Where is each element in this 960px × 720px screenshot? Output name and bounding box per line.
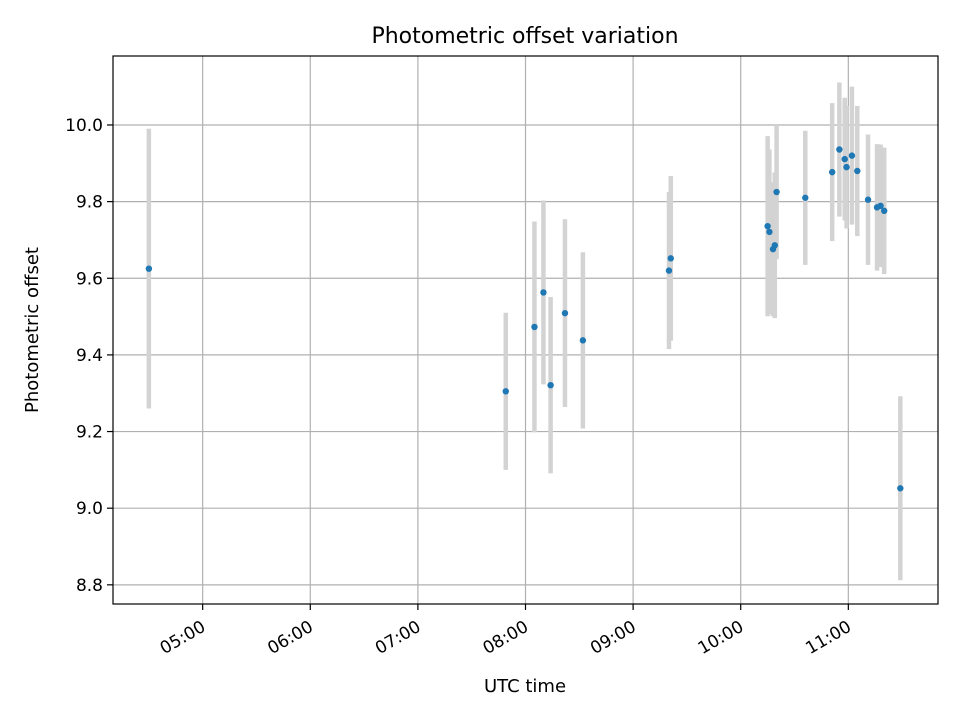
data-point bbox=[579, 337, 587, 344]
y-tick-label: 8.8 bbox=[76, 576, 103, 596]
data-point bbox=[802, 194, 809, 201]
data-point bbox=[877, 202, 884, 210]
data-point bbox=[766, 228, 773, 236]
y-tick-label: 9.4 bbox=[76, 346, 103, 366]
data-point bbox=[665, 267, 673, 274]
data-point bbox=[854, 167, 861, 175]
y-tick-label: 9.6 bbox=[76, 269, 103, 289]
data-point bbox=[531, 323, 538, 331]
y-tick-label: 9.0 bbox=[76, 499, 103, 519]
y-tick-label: 10.0 bbox=[65, 116, 103, 136]
y-tick-label: 9.8 bbox=[76, 193, 103, 213]
y-tick-label: 9.2 bbox=[76, 423, 103, 443]
x-axis-label: UTC time bbox=[484, 676, 566, 697]
data-point bbox=[880, 207, 888, 215]
data-point bbox=[848, 152, 856, 159]
data-point bbox=[547, 381, 554, 389]
data-point bbox=[771, 242, 778, 249]
data-point bbox=[773, 188, 780, 196]
data-point bbox=[897, 485, 904, 492]
data-point bbox=[864, 196, 872, 203]
y-axis-label: Photometric offset bbox=[22, 247, 43, 413]
data-point bbox=[145, 265, 153, 272]
data-point bbox=[540, 289, 547, 296]
data-point bbox=[502, 388, 509, 395]
data-point bbox=[764, 222, 771, 230]
data-point bbox=[841, 155, 848, 163]
chart-title: Photometric offset variation bbox=[371, 24, 678, 49]
data-points bbox=[145, 146, 904, 492]
data-point bbox=[828, 168, 836, 176]
data-point bbox=[561, 309, 569, 317]
data-point bbox=[843, 163, 850, 171]
grid bbox=[113, 56, 938, 604]
data-point bbox=[667, 255, 674, 262]
data-point bbox=[836, 146, 843, 153]
